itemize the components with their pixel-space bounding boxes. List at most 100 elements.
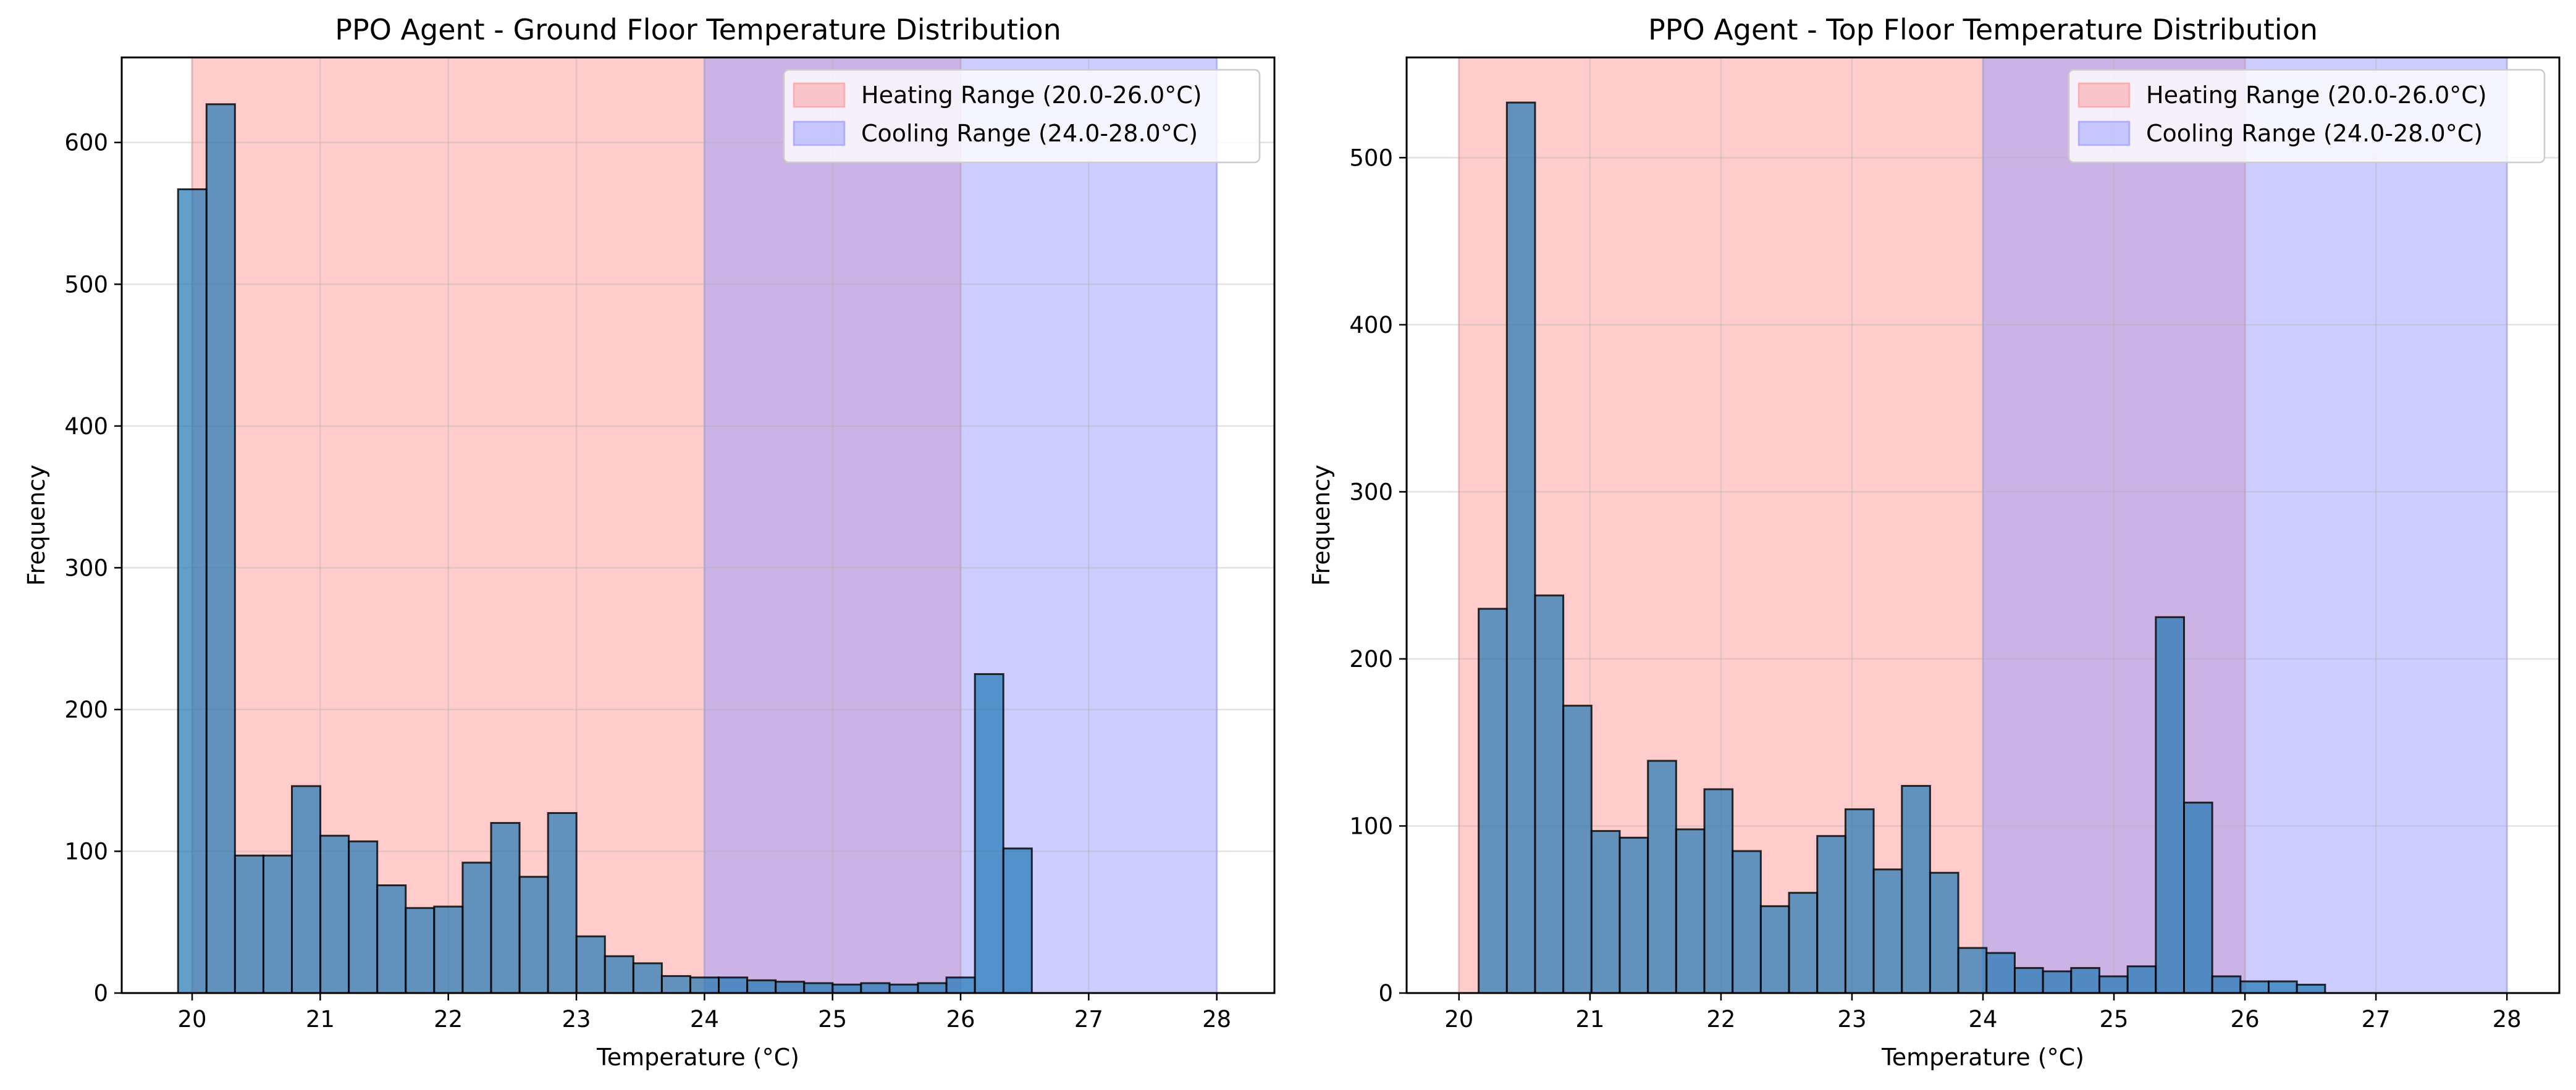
legend-label-heating: Heating Range (20.0-26.0°C) bbox=[2146, 82, 2487, 109]
x-tick-label: 22 bbox=[434, 1006, 463, 1033]
histogram-bar bbox=[604, 955, 634, 994]
chart-panel-2: 20 21 22 23 24 25 26 27 28 0 100 200 300 400 500 PPO Ag… bbox=[1308, 13, 2561, 1071]
y-tick-label: 100 bbox=[1349, 813, 1393, 839]
y-axis-label: Frequency bbox=[1308, 464, 1335, 585]
histogram-bar bbox=[547, 811, 578, 994]
x-tick-label: 26 bbox=[946, 1006, 975, 1033]
histogram-bar bbox=[461, 862, 492, 994]
histogram-bar bbox=[205, 103, 236, 994]
histogram-bar bbox=[2296, 983, 2326, 994]
histogram-bar bbox=[2211, 975, 2242, 994]
histogram-bar bbox=[433, 905, 464, 994]
histogram-bar bbox=[234, 854, 264, 994]
histogram-bar bbox=[1759, 905, 1790, 994]
x-tick-label: 23 bbox=[562, 1006, 591, 1033]
histogram-bar bbox=[1816, 835, 1846, 994]
histogram-bar bbox=[746, 979, 777, 994]
histogram-bar bbox=[2268, 980, 2298, 994]
legend-label-heating: Heating Range (20.0-26.0°C) bbox=[861, 82, 1202, 109]
histogram-bar bbox=[1590, 830, 1621, 994]
x-tick-label: 27 bbox=[2362, 1006, 2391, 1033]
x-tick-label: 24 bbox=[1968, 1006, 1997, 1033]
histogram-bar bbox=[262, 854, 293, 994]
y-axis-label: Frequency bbox=[23, 464, 50, 585]
legend-swatch-cooling bbox=[793, 120, 846, 146]
x-tick-label: 21 bbox=[306, 1006, 335, 1033]
histogram-bar bbox=[405, 907, 436, 994]
y-tick-label: 200 bbox=[64, 697, 108, 723]
legend-box bbox=[783, 69, 1261, 164]
histogram-bar bbox=[2098, 975, 2129, 994]
legend-swatch-heating bbox=[793, 82, 846, 108]
histogram-bar bbox=[1002, 847, 1033, 994]
histogram-bar bbox=[1844, 808, 1875, 994]
histogram-bar bbox=[917, 982, 948, 994]
histogram-bar bbox=[518, 876, 549, 994]
histogram-bar bbox=[1478, 608, 1508, 994]
legend: Heating Range (20.0-26.0°C) Cooling Range… bbox=[783, 69, 1261, 164]
histogram-bar bbox=[2155, 616, 2185, 994]
x-axis-label: Temperature (°C) bbox=[1881, 1044, 2084, 1071]
histogram-bar bbox=[632, 962, 663, 994]
histogram-bar bbox=[689, 976, 720, 994]
x-tick-label: 21 bbox=[1575, 1006, 1604, 1033]
chart-panel-1: 20 21 22 23 24 25 26 27 28 0 100 200 300 400 500 600 PPO… bbox=[23, 13, 1276, 1071]
histogram-bar bbox=[1562, 705, 1593, 994]
y-tick-label: 400 bbox=[1349, 312, 1393, 338]
histogram-bar bbox=[2013, 966, 2044, 994]
histogram-bar bbox=[2070, 966, 2100, 994]
histogram-bar bbox=[831, 983, 862, 994]
histogram-bar bbox=[1647, 760, 1677, 994]
histogram-bar bbox=[490, 822, 521, 994]
y-tick-label: 100 bbox=[64, 838, 108, 865]
histogram-bar bbox=[1788, 892, 1819, 994]
histogram-bar bbox=[2126, 965, 2157, 994]
legend-box bbox=[2068, 69, 2546, 164]
histogram-bar bbox=[1703, 788, 1734, 994]
x-tick-label: 23 bbox=[1837, 1006, 1866, 1033]
x-tick-label: 26 bbox=[2231, 1006, 2260, 1033]
histogram-bar bbox=[1957, 947, 1988, 994]
histogram-bar bbox=[1929, 871, 1959, 994]
legend: Heating Range (20.0-26.0°C) Cooling Range… bbox=[2068, 69, 2546, 164]
histogram-bar bbox=[775, 981, 806, 994]
histogram-bar bbox=[2182, 802, 2213, 994]
x-tick-label: 25 bbox=[2099, 1006, 2128, 1033]
cooling-range-band bbox=[1982, 56, 2508, 994]
histogram-bar bbox=[1985, 952, 2016, 994]
histogram-bar bbox=[1675, 828, 1706, 994]
x-tick-label: 24 bbox=[690, 1006, 719, 1033]
y-tick-label: 500 bbox=[64, 271, 108, 298]
histogram-bar bbox=[1534, 594, 1565, 994]
histogram-bar bbox=[718, 976, 749, 994]
histogram-bar bbox=[1505, 101, 1536, 994]
histogram-bar bbox=[1618, 836, 1649, 994]
histogram-bar bbox=[2239, 980, 2270, 994]
histogram-bar bbox=[974, 673, 1004, 994]
x-tick-label: 25 bbox=[818, 1006, 847, 1033]
legend-label-cooling: Cooling Range (24.0-28.0°C) bbox=[861, 120, 1198, 147]
histogram-bar bbox=[860, 982, 891, 994]
x-axis-label: Temperature (°C) bbox=[596, 1044, 799, 1071]
histogram-bar bbox=[2042, 970, 2073, 994]
histogram-bar bbox=[348, 840, 379, 994]
x-tick-label: 28 bbox=[1202, 1006, 1231, 1033]
x-tick-label: 28 bbox=[2493, 1006, 2522, 1033]
x-tick-label: 27 bbox=[1074, 1006, 1103, 1033]
x-tick-label: 20 bbox=[1444, 1006, 1473, 1033]
y-tick-label: 0 bbox=[1378, 980, 1393, 1007]
y-tick-label: 300 bbox=[64, 555, 108, 581]
x-tick-label: 22 bbox=[1706, 1006, 1735, 1033]
legend-label-cooling: Cooling Range (24.0-28.0°C) bbox=[2146, 120, 2483, 147]
chart-title: PPO Agent - Ground Floor Temperature Dis… bbox=[335, 13, 1061, 46]
legend-swatch-cooling bbox=[2077, 120, 2131, 146]
histogram-bar bbox=[291, 785, 322, 994]
histogram-bar bbox=[660, 975, 691, 994]
histogram-bar bbox=[1732, 850, 1762, 994]
y-tick-label: 500 bbox=[1349, 145, 1393, 171]
plot-frame bbox=[120, 56, 1276, 994]
y-tick-label: 600 bbox=[64, 130, 108, 156]
histogram-bar bbox=[945, 976, 976, 994]
histogram-bar bbox=[803, 982, 834, 994]
